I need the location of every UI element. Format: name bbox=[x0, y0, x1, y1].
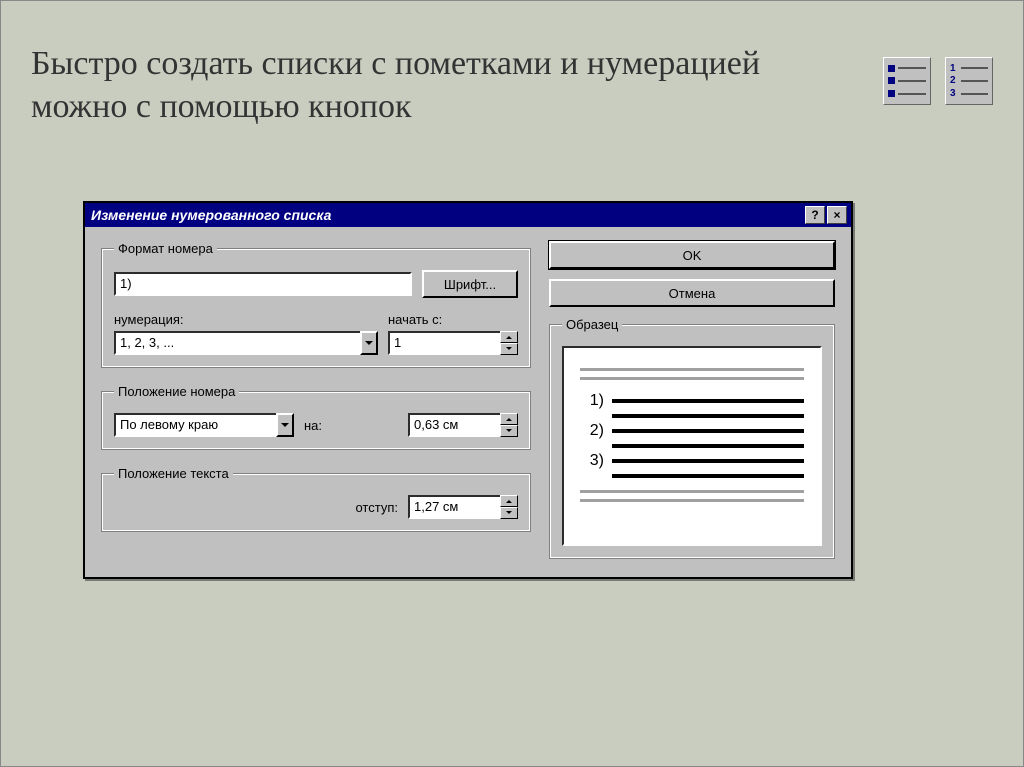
dialog-title: Изменение нумерованного списка bbox=[91, 207, 803, 223]
chevron-down-icon[interactable] bbox=[500, 507, 518, 519]
alignment-combo[interactable]: По левому краю bbox=[114, 413, 294, 437]
cancel-button[interactable]: Отмена bbox=[549, 279, 835, 307]
chevron-down-icon[interactable] bbox=[360, 331, 378, 355]
dialog-titlebar[interactable]: Изменение нумерованного списка ? × bbox=[85, 203, 851, 227]
toolbar-list-icons: 1 2 3 bbox=[883, 57, 993, 105]
indent-label: отступ: bbox=[355, 500, 398, 515]
start-from-spinner[interactable]: 1 bbox=[388, 331, 518, 355]
chevron-up-icon[interactable] bbox=[500, 413, 518, 425]
text-position-group: Положение текста отступ: 1,27 см bbox=[101, 466, 531, 532]
at-spinner[interactable]: 0,63 см bbox=[408, 413, 518, 437]
indent-spinner[interactable]: 1,27 см bbox=[408, 495, 518, 519]
number-format-field[interactable]: 1) bbox=[114, 272, 412, 296]
numeration-label: нумерация: bbox=[114, 312, 378, 327]
close-button[interactable]: × bbox=[827, 206, 847, 224]
number-position-legend: Положение номера bbox=[114, 384, 239, 399]
at-label: на: bbox=[304, 418, 322, 433]
slide-header-text: Быстро создать списки с пометками и нуме… bbox=[31, 43, 831, 128]
numbered-list-icon[interactable]: 1 2 3 bbox=[945, 57, 993, 105]
preview-box: 1) 2) 3) bbox=[562, 346, 822, 546]
preview-legend: Образец bbox=[562, 317, 622, 332]
customize-numbered-list-dialog: Изменение нумерованного списка ? × Форма… bbox=[83, 201, 853, 579]
chevron-down-icon[interactable] bbox=[500, 343, 518, 355]
chevron-down-icon[interactable] bbox=[500, 425, 518, 437]
number-position-group: Положение номера По левому краю на: 0,63… bbox=[101, 384, 531, 450]
chevron-up-icon[interactable] bbox=[500, 495, 518, 507]
preview-group: Образец 1) 2) 3) bbox=[549, 317, 835, 559]
text-position-legend: Положение текста bbox=[114, 466, 233, 481]
numeration-combo[interactable]: 1, 2, 3, ... bbox=[114, 331, 378, 355]
number-format-group: Формат номера 1) Шрифт... нумерация: 1, … bbox=[101, 241, 531, 368]
font-button[interactable]: Шрифт... bbox=[422, 270, 518, 298]
number-format-legend: Формат номера bbox=[114, 241, 217, 256]
bulleted-list-icon[interactable] bbox=[883, 57, 931, 105]
ok-button[interactable]: OK bbox=[549, 241, 835, 269]
chevron-down-icon[interactable] bbox=[276, 413, 294, 437]
start-from-label: начать с: bbox=[388, 312, 518, 327]
help-button[interactable]: ? bbox=[805, 206, 825, 224]
chevron-up-icon[interactable] bbox=[500, 331, 518, 343]
